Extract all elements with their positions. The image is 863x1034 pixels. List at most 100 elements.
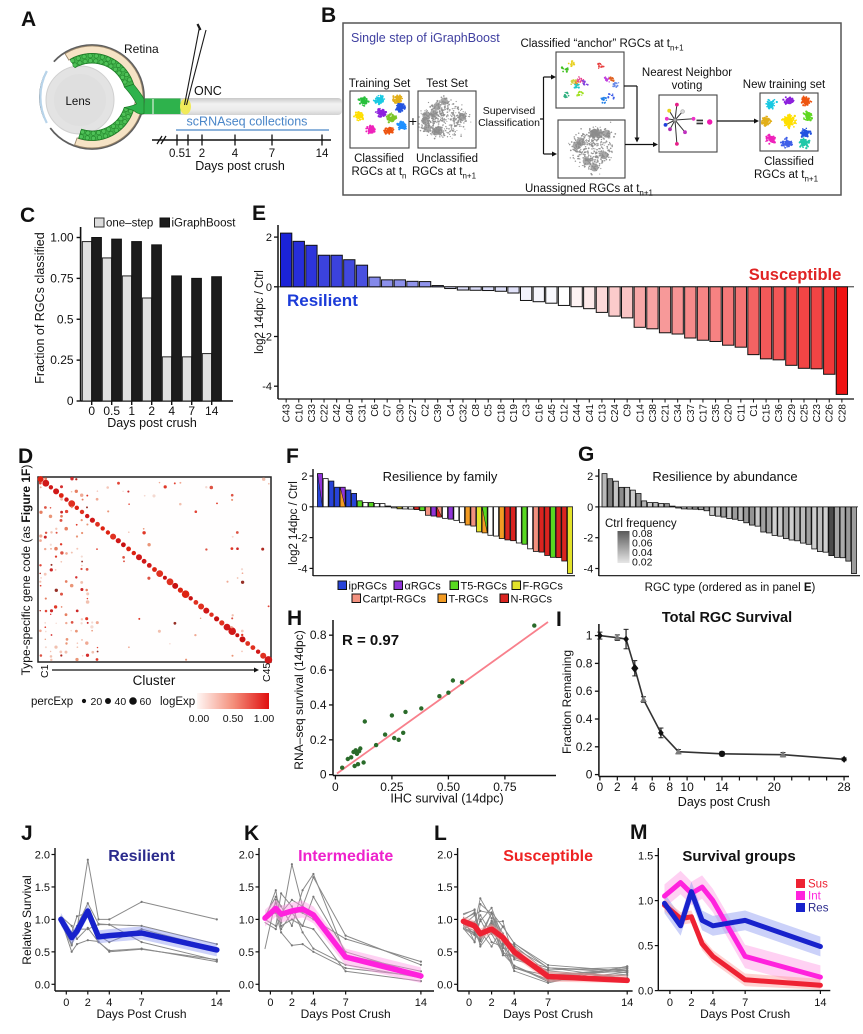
svg-text:C5: C5 [484,404,495,417]
svg-text:RGCs at tn+1: RGCs at tn+1 [412,166,477,181]
svg-text:2: 2 [85,997,91,1009]
svg-text:Single step of iGraphBoost: Single step of iGraphBoost [351,31,500,45]
svg-text:6: 6 [649,780,656,794]
svg-text:Lens: Lens [66,96,91,108]
svg-text:0.0: 0.0 [35,979,50,991]
svg-text:Survival groups: Survival groups [682,848,795,865]
svg-text:Days Post Crush: Days Post Crush [503,1007,593,1021]
svg-text:40: 40 [115,696,127,708]
svg-text:Susceptible: Susceptible [749,266,842,284]
svg-text:C4: C4 [446,404,457,417]
svg-text:C39: C39 [433,404,444,423]
svg-text:14: 14 [621,997,633,1009]
svg-text:2: 2 [301,471,307,483]
svg-text:C11: C11 [736,404,747,422]
svg-text:C38: C38 [648,404,659,423]
svg-text:A: A [21,8,36,31]
svg-text:Total RGC Survival: Total RGC Survival [662,610,792,626]
svg-text:Res: Res [808,903,829,915]
svg-text:0.5: 0.5 [35,947,50,959]
svg-text:C23: C23 [812,404,823,423]
svg-text:F: F [286,445,299,468]
svg-text:Nearest Neighbor: Nearest Neighbor [642,67,732,79]
svg-text:Resilience by abundance: Resilience by abundance [652,469,797,484]
svg-text:F-RGCs: F-RGCs [523,581,564,593]
svg-text:7: 7 [343,997,349,1009]
svg-text:C25: C25 [799,404,810,423]
svg-text:7: 7 [742,997,748,1009]
svg-text:1.5: 1.5 [35,882,50,894]
svg-text:scRNAseq collections: scRNAseq collections [187,115,308,129]
svg-text:RGCs at tn+1: RGCs at tn+1 [754,169,819,184]
svg-text:2.0: 2.0 [437,850,452,862]
svg-text:Susceptible: Susceptible [503,848,593,865]
svg-text:C20: C20 [724,404,735,423]
svg-text:4: 4 [631,780,638,794]
svg-text:0.00: 0.00 [189,713,210,725]
svg-text:Days Post Crush: Days Post Crush [97,1007,187,1021]
svg-text:1: 1 [586,629,593,643]
svg-text:2.0: 2.0 [239,850,254,862]
svg-text:C35: C35 [711,404,722,423]
svg-text:Days Post Crush: Days Post Crush [301,1007,391,1021]
svg-text:T5-RGCs: T5-RGCs [461,581,508,593]
svg-text:-2: -2 [584,533,594,545]
svg-text:14: 14 [814,997,826,1009]
svg-text:Relative Survival: Relative Survival [20,875,34,964]
svg-text:1.00: 1.00 [50,231,74,245]
svg-text:0.75: 0.75 [493,780,517,794]
svg-text:Int: Int [808,891,822,903]
svg-text:1.5: 1.5 [638,851,653,863]
svg-text:C13: C13 [597,404,608,423]
svg-text:C42: C42 [332,404,343,423]
svg-text:Retina: Retina [124,42,159,56]
svg-text:20: 20 [768,780,782,794]
svg-text:0.2: 0.2 [576,740,593,754]
svg-text:C12: C12 [560,404,571,423]
svg-text:C9: C9 [623,404,634,417]
svg-text:Classified “anchor” RGCs at tn: Classified “anchor” RGCs at tn+1 [520,38,684,53]
svg-text:C37: C37 [686,404,697,423]
svg-text:14: 14 [715,780,729,794]
svg-text:7: 7 [269,148,275,160]
svg-text:C7: C7 [383,404,394,417]
svg-text:C45: C45 [261,663,273,682]
svg-text:0: 0 [88,404,95,418]
svg-text:I: I [556,608,562,631]
svg-text:Classified: Classified [354,153,404,165]
svg-text:0.08: 0.08 [632,528,653,540]
svg-text:1.00: 1.00 [254,713,275,725]
svg-text:C14: C14 [635,404,646,423]
svg-text:0.8: 0.8 [310,628,327,642]
svg-text:0.8: 0.8 [576,656,593,670]
svg-text:0.6: 0.6 [576,684,593,698]
svg-text:Days post crush: Days post crush [195,159,285,173]
svg-text:0: 0 [587,502,593,514]
svg-text:Days post crush: Days post crush [107,416,197,430]
svg-text:0.0: 0.0 [239,979,254,991]
svg-text:Classification: Classification [478,117,540,129]
svg-text:C17: C17 [698,404,709,423]
svg-text:0: 0 [67,394,74,408]
svg-text:RNA–seq survival (14dpc): RNA–seq survival (14dpc) [292,630,306,769]
svg-text:0: 0 [586,768,593,782]
svg-text:Training Set: Training Set [349,78,411,90]
svg-text:C41: C41 [585,404,596,423]
svg-text:Resilience by family: Resilience by family [383,469,498,484]
svg-text:4: 4 [168,404,175,418]
svg-text:iGraphBoost: iGraphBoost [172,218,237,230]
svg-text:0.06: 0.06 [632,538,653,550]
svg-text:1.5: 1.5 [437,882,452,894]
svg-text:0.2: 0.2 [310,733,327,747]
svg-text:C29: C29 [787,404,798,423]
svg-text:8: 8 [666,780,673,794]
svg-text:0: 0 [320,768,327,782]
svg-text:K: K [244,822,259,845]
svg-text:0.50: 0.50 [437,780,461,794]
svg-text:Fraction Remaining: Fraction Remaining [560,650,574,754]
svg-text:2: 2 [148,404,155,418]
svg-text:Test Set: Test Set [426,78,468,90]
svg-text:log2 14dpc / Ctrl: log2 14dpc / Ctrl [288,481,300,565]
svg-text:B: B [321,4,336,27]
svg-text:Cluster: Cluster [133,673,176,688]
